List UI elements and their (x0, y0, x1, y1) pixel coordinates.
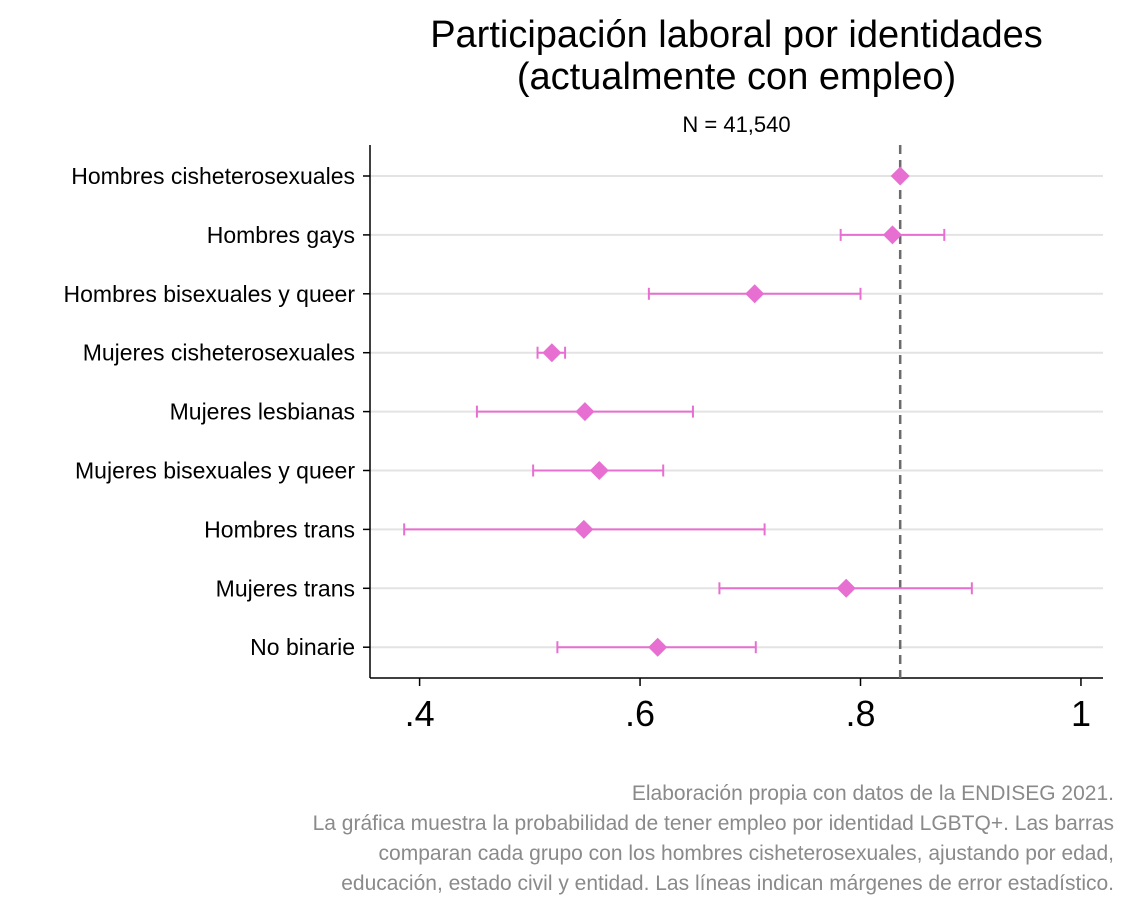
y-tick-label: Mujeres bisexuales y queer (75, 458, 355, 484)
x-tick-label: .4 (405, 693, 435, 734)
chart-subtitle: N = 41,540 (682, 112, 791, 137)
x-tick-label: .6 (625, 693, 655, 734)
point-estimate-marker (648, 637, 668, 657)
y-tick-label: No binarie (250, 634, 355, 660)
source-note-line-1: Elaboración propia con datos de la ENDIS… (631, 782, 1114, 805)
y-tick-label: Hombres cisheterosexuales (71, 163, 355, 189)
point-estimate-marker (836, 578, 856, 598)
chart-title-line-1: Participación laboral por identidades (430, 14, 1043, 56)
point-estimate-marker (574, 519, 594, 539)
y-tick-label: Mujeres trans (216, 575, 355, 601)
point-estimate-marker (542, 343, 562, 363)
y-tick-label: Hombres bisexuales y queer (64, 281, 356, 307)
point-estimate-marker (589, 461, 609, 480)
y-tick-label: Mujeres lesbianas (170, 399, 355, 425)
x-tick-label: 1 (1071, 693, 1091, 734)
point-estimate-marker (745, 284, 765, 304)
point-estimate-marker (882, 225, 902, 245)
chart-title-line-2: (actualmente con empleo) (516, 56, 957, 98)
source-note-line-4: educación, estado civil y entidad. Las l… (341, 872, 1114, 895)
source-note-line-2: La gráfica muestra la probabilidad de te… (312, 812, 1114, 835)
source-note-line-3: comparan cada grupo con los hombres cish… (378, 842, 1114, 865)
point-estimate-marker (575, 402, 595, 422)
x-tick-label: .8 (845, 693, 875, 734)
point-estimate-marker (890, 166, 910, 186)
y-tick-label: Hombres trans (204, 516, 355, 542)
y-tick-label: Mujeres cisheterosexuales (83, 340, 355, 366)
y-tick-label: Hombres gays (207, 222, 355, 248)
